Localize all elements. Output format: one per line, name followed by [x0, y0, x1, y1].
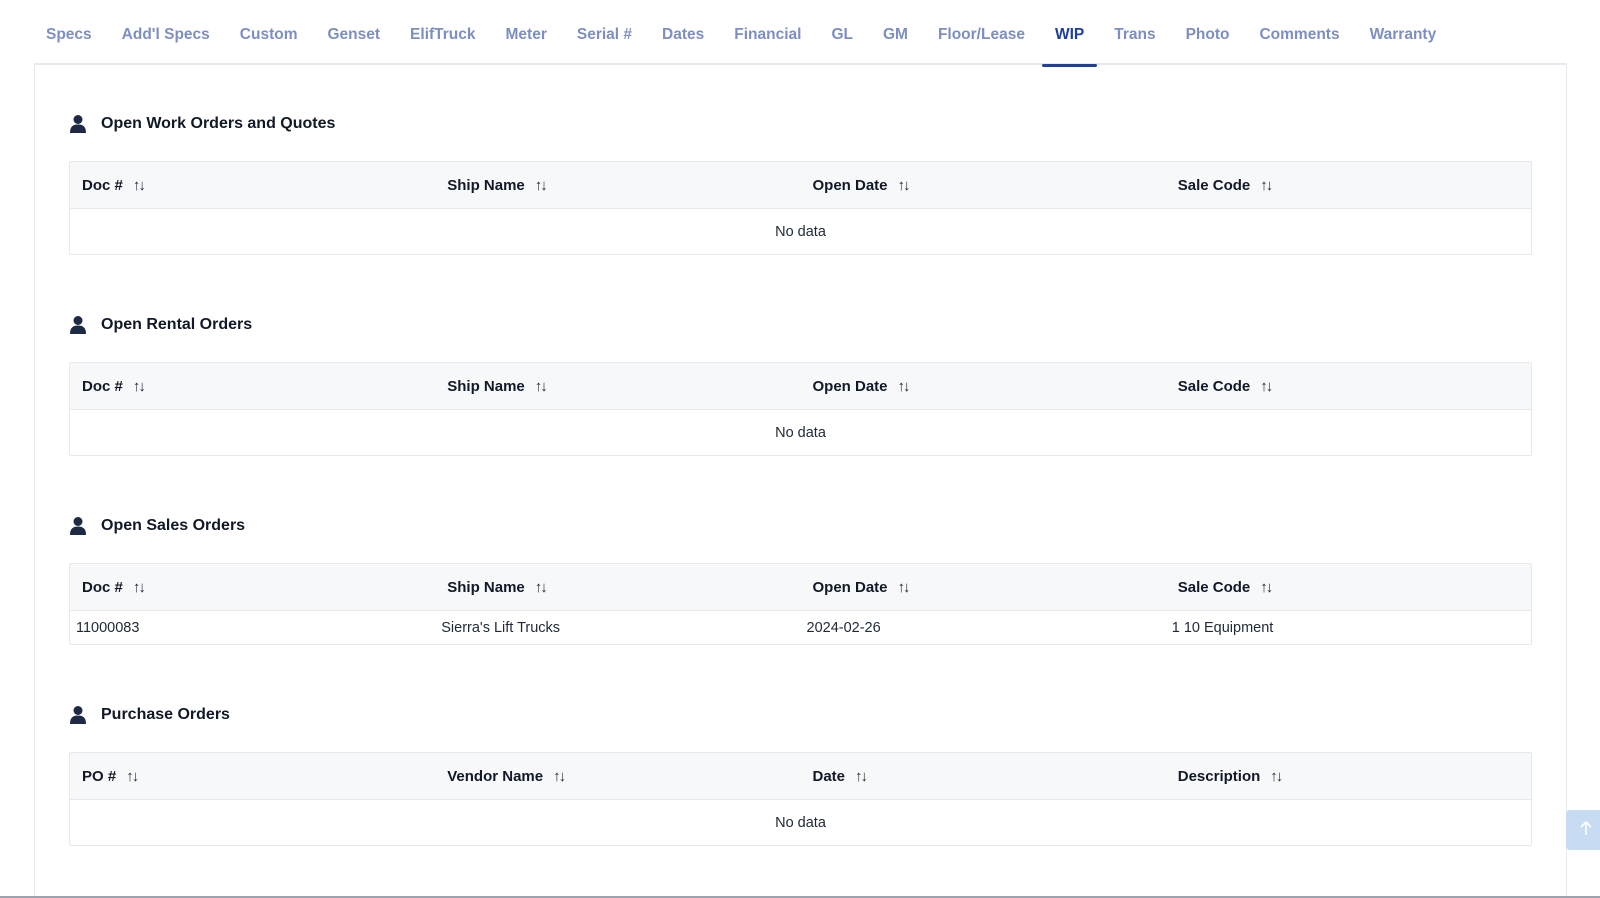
sort-icon[interactable]: ↑↓ — [534, 578, 548, 596]
section-title: Purchase Orders — [69, 703, 1532, 727]
section-title-text: Purchase Orders — [101, 706, 230, 723]
cell-sale-code: 1 10 Equipment — [1171, 619, 1274, 636]
column-header-sale-code[interactable]: Sale Code ↑↓ — [1177, 377, 1274, 395]
column-header-open-date[interactable]: Open Date ↑↓ — [812, 176, 911, 194]
sort-icon[interactable]: ↑↓ — [132, 377, 146, 395]
sort-icon[interactable]: ↑↓ — [553, 767, 566, 785]
column-header-open-date[interactable]: Open Date ↑↓ — [812, 578, 911, 596]
window-bottom-border — [0, 896, 1600, 898]
column-header-doc[interactable]: Doc # ↑↓ — [82, 176, 146, 194]
tab-custom[interactable]: Custom — [239, 26, 298, 43]
tab-dates[interactable]: Dates — [662, 26, 705, 43]
wip-panel: Open Work Orders and Quotes Doc # ↑↓ Ship… — [34, 65, 1567, 898]
empty-state: No data — [775, 424, 826, 441]
column-header-description[interactable]: Description ↑↓ — [1177, 767, 1284, 785]
sort-icon[interactable]: ↑↓ — [126, 767, 139, 785]
tab-floor-lease[interactable]: Floor/Lease — [937, 26, 1025, 43]
sort-icon[interactable]: ↑↓ — [1260, 377, 1273, 395]
sort-icon[interactable]: ↑↓ — [534, 176, 548, 194]
section-title: Open Work Orders and Quotes — [69, 112, 1532, 136]
sort-icon[interactable]: ↑↓ — [897, 377, 911, 395]
user-icon — [69, 315, 87, 335]
purchase-orders-section: Purchase Orders PO # ↑↓ Vendor Name ↑↓ Dat… — [69, 703, 1532, 846]
table-row[interactable]: 11000083 Sierra's Lift Trucks 2024-02-26… — [70, 611, 1531, 644]
cell-open-date: 2024-02-26 — [806, 619, 881, 636]
column-header-open-date[interactable]: Open Date ↑↓ — [812, 377, 911, 395]
section-title: Open Rental Orders — [69, 313, 1532, 337]
table-header: PO # ↑↓ Vendor Name ↑↓ Date ↑↓ Description ↑… — [70, 753, 1531, 800]
column-header-date[interactable]: Date ↑↓ — [812, 767, 869, 785]
rental-orders-table: Doc # ↑↓ Ship Name ↑↓ Open Date ↑↓ Sale Cod… — [69, 362, 1532, 456]
user-icon — [69, 516, 87, 536]
column-header-doc[interactable]: Doc # ↑↓ — [82, 578, 146, 596]
sort-icon[interactable]: ↑↓ — [534, 377, 548, 395]
sales-orders-table: Doc # ↑↓ Ship Name ↑↓ Open Date ↑↓ Sale Cod… — [69, 563, 1532, 645]
table-header: Doc # ↑↓ Ship Name ↑↓ Open Date ↑↓ Sale Cod… — [70, 363, 1531, 410]
section-title: Open Sales Orders — [69, 514, 1532, 538]
tab-financial[interactable]: Financial — [734, 26, 802, 43]
work-orders-table: Doc # ↑↓ Ship Name ↑↓ Open Date ↑↓ Sale Cod… — [69, 161, 1532, 255]
tab-comments[interactable]: Comments — [1259, 26, 1340, 43]
column-header-po[interactable]: PO # ↑↓ — [82, 767, 139, 785]
tab-eliftruck[interactable]: ElifTruck — [410, 26, 476, 43]
sort-icon[interactable]: ↑↓ — [855, 767, 868, 785]
tab-serial[interactable]: Serial # — [576, 26, 633, 43]
sort-icon[interactable]: ↑↓ — [897, 176, 911, 194]
tab-photo[interactable]: Photo — [1185, 26, 1230, 43]
tab-bar: Specs Add'l Specs Custom Genset ElifTruc… — [34, 0, 1567, 67]
tab-addl-specs[interactable]: Add'l Specs — [121, 26, 210, 43]
tab-gm[interactable]: GM — [882, 26, 908, 43]
sort-icon[interactable]: ↑↓ — [1260, 176, 1273, 194]
tab-trans[interactable]: Trans — [1114, 26, 1156, 43]
purchase-orders-table: PO # ↑↓ Vendor Name ↑↓ Date ↑↓ Description ↑… — [69, 752, 1532, 846]
sort-icon[interactable]: ↑↓ — [1270, 767, 1283, 785]
tab-genset[interactable]: Genset — [327, 26, 381, 43]
tab-gl[interactable]: GL — [831, 26, 853, 43]
column-header-ship-name[interactable]: Ship Name ↑↓ — [447, 578, 548, 596]
user-icon — [69, 114, 87, 134]
table-header: Doc # ↑↓ Ship Name ↑↓ Open Date ↑↓ Sale Cod… — [70, 564, 1531, 611]
sales-orders-section: Open Sales Orders Doc # ↑↓ Ship Name ↑↓ Op… — [69, 514, 1532, 645]
section-title-text: Open Sales Orders — [101, 517, 246, 534]
sort-icon[interactable]: ↑↓ — [132, 578, 146, 596]
section-title-text: Open Rental Orders — [101, 316, 253, 333]
column-header-vendor-name[interactable]: Vendor Name ↑↓ — [447, 767, 566, 785]
scroll-to-top-button[interactable] — [1566, 810, 1600, 850]
tab-specs[interactable]: Specs — [46, 26, 92, 43]
column-header-ship-name[interactable]: Ship Name ↑↓ — [447, 377, 548, 395]
sort-icon[interactable]: ↑↓ — [132, 176, 146, 194]
rental-orders-section: Open Rental Orders Doc # ↑↓ Ship Name ↑↓ O… — [69, 313, 1532, 456]
cell-ship-name: Sierra's Lift Trucks — [441, 619, 561, 636]
tab-meter[interactable]: Meter — [505, 26, 547, 43]
sort-icon[interactable]: ↑↓ — [1260, 578, 1273, 596]
section-title-text: Open Work Orders and Quotes — [101, 115, 336, 132]
column-header-sale-code[interactable]: Sale Code ↑↓ — [1177, 176, 1274, 194]
arrow-up-icon — [1579, 820, 1593, 841]
user-icon — [69, 705, 87, 725]
column-header-doc[interactable]: Doc # ↑↓ — [82, 377, 146, 395]
tab-wip[interactable]: WIP — [1041, 0, 1098, 67]
empty-state: No data — [775, 223, 826, 240]
cell-doc-number: 11000083 — [76, 619, 140, 636]
table-header: Doc # ↑↓ Ship Name ↑↓ Open Date ↑↓ Sale Cod… — [70, 162, 1531, 209]
tab-warranty[interactable]: Warranty — [1369, 26, 1437, 43]
sort-icon[interactable]: ↑↓ — [897, 578, 911, 596]
column-header-sale-code[interactable]: Sale Code ↑↓ — [1177, 578, 1274, 596]
empty-state: No data — [775, 814, 826, 831]
column-header-ship-name[interactable]: Ship Name ↑↓ — [447, 176, 548, 194]
work-orders-section: Open Work Orders and Quotes Doc # ↑↓ Ship… — [69, 112, 1532, 255]
